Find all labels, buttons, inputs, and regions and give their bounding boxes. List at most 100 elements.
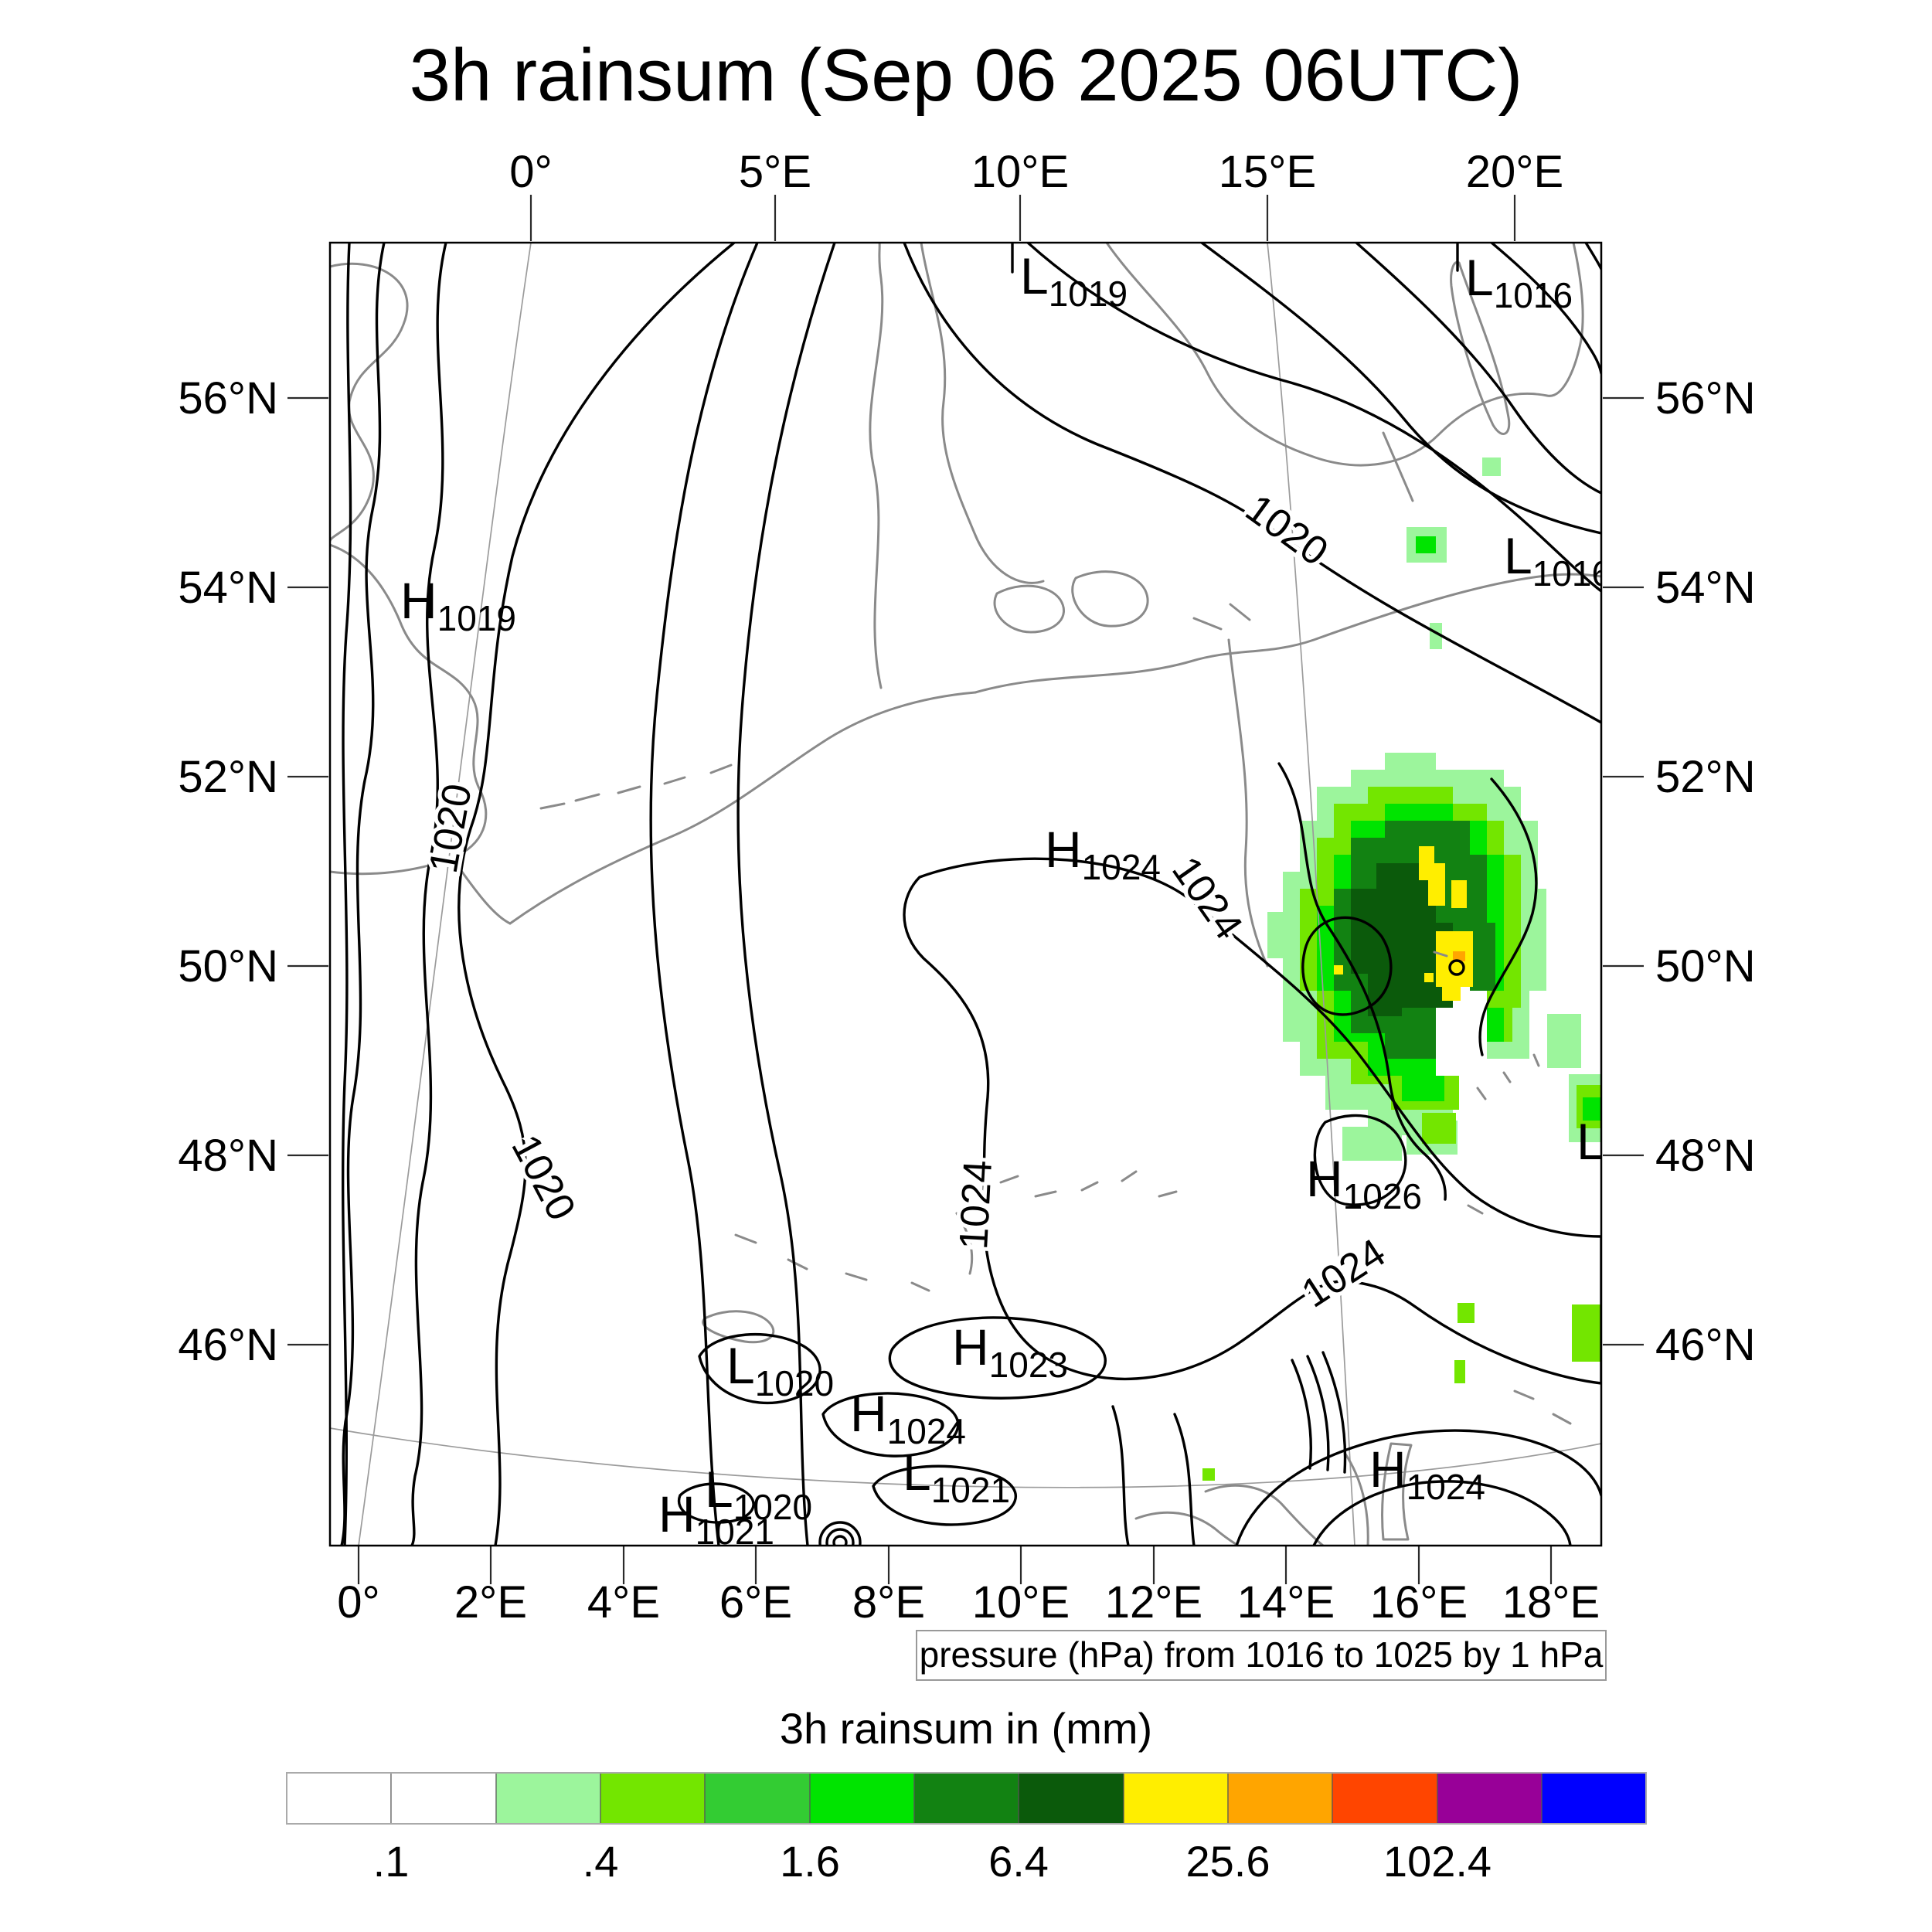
left-axis-labels: 56°N 54°N 52°N 50°N 48°N 46°N	[178, 373, 278, 1370]
graticule-line	[358, 243, 532, 1546]
rain-pixel	[1547, 1014, 1581, 1068]
rain-pixel	[1451, 880, 1467, 908]
coastline	[330, 262, 409, 543]
axis-label: 46°N	[1655, 1320, 1756, 1370]
axis-label: 14°E	[1237, 1577, 1335, 1628]
coastline	[1476, 1053, 1540, 1100]
pressure-contours	[340, 243, 1601, 1546]
contour-line	[821, 1392, 960, 1458]
rain-pixel	[1416, 536, 1436, 553]
rain-pixel	[1458, 1303, 1475, 1323]
contour-line	[649, 243, 759, 1546]
bottom-axis-ticks	[357, 1546, 1553, 1584]
coastline	[509, 691, 977, 925]
colorbar-tick-label: 25.6	[1186, 1837, 1270, 1886]
rain-pixel	[1334, 965, 1343, 975]
top-axis-labels: 0° 5°E 10°E 15°E 20°E	[509, 147, 1563, 197]
axis-label: 6°E	[719, 1577, 792, 1628]
rain-pixel	[1424, 973, 1434, 982]
colorbar-cell	[390, 1772, 497, 1825]
contour-line	[1026, 243, 1601, 593]
rain-pixel	[1402, 1076, 1444, 1101]
contour-line	[736, 243, 836, 1546]
axis-label: 20°E	[1466, 147, 1563, 197]
pressure-centre-labels: L1019 L1016 L1016 H1019 H1024 H1026 L L1…	[400, 247, 1611, 1546]
colorbar-cell	[1123, 1772, 1229, 1825]
contour-line	[1355, 243, 1601, 495]
colorbar-tick-label: 102.4	[1383, 1837, 1492, 1886]
top-axis-ticks	[529, 195, 1516, 241]
contour-line	[457, 243, 736, 1546]
colorbar-tick-label: 1.6	[780, 1837, 840, 1886]
caption-box: pressure (hPa) from 1016 to 1025 by 1 hP…	[916, 1630, 1607, 1681]
pressure-centre-label: L1019	[1020, 247, 1128, 314]
contour-value-label: 1020	[502, 1128, 584, 1227]
axis-label: 56°N	[178, 373, 278, 423]
rain-pixel	[1453, 951, 1465, 961]
coastline	[1192, 603, 1251, 631]
coastline	[1105, 243, 1584, 467]
contour-line	[1312, 1480, 1572, 1546]
contour-line	[1301, 916, 1393, 1016]
contour-line	[825, 1528, 855, 1546]
contour-line	[677, 1482, 755, 1524]
pressure-centre-label: H1026	[1306, 1150, 1422, 1216]
coastline	[1343, 1451, 1369, 1546]
axis-label: 10°E	[972, 1577, 1070, 1628]
axis-label: 46°N	[178, 1320, 278, 1370]
contour-line	[1584, 243, 1601, 270]
coastline	[1204, 1484, 1325, 1546]
coastline	[920, 243, 1045, 584]
contour-line	[832, 1535, 848, 1546]
coastline	[734, 1233, 930, 1292]
contour-line	[1313, 1114, 1407, 1206]
bottom-axis-labels: 0° 2°E 4°E 6°E 8°E 10°E 12°E 14°E 16°E 1…	[337, 1577, 1600, 1628]
left-axis-ticks	[287, 396, 328, 1346]
graticule-line	[330, 1427, 1601, 1488]
pressure-centre-label: L1016	[1504, 527, 1611, 594]
contour-line	[1173, 1413, 1196, 1546]
colorbar-cell	[1227, 1772, 1333, 1825]
graticule	[330, 243, 1601, 1546]
contour-line	[818, 1521, 862, 1546]
contour-line	[1321, 1351, 1347, 1474]
colorbar-cell	[1332, 1772, 1438, 1825]
axis-label: 0°	[509, 147, 552, 197]
contour-line	[1200, 243, 1601, 535]
axis-label: 48°N	[178, 1131, 278, 1181]
contour-value-label: 1024	[1294, 1230, 1393, 1317]
rain-pixel	[1482, 457, 1501, 476]
contour-line	[1306, 1355, 1330, 1471]
coastline	[539, 764, 733, 810]
caption-border	[916, 1630, 1607, 1681]
colorbar-tick-label: .1	[373, 1837, 410, 1886]
rain-pixel	[1368, 974, 1402, 1016]
contour-line	[1235, 1429, 1601, 1546]
axis-label: 10°E	[971, 147, 1069, 197]
colorbar-cell	[1541, 1772, 1647, 1825]
coastline	[1227, 638, 1269, 968]
axis-label: 50°N	[178, 941, 278, 992]
pressure-centre-label: H1023	[952, 1318, 1068, 1385]
pressure-centre-label: L	[1577, 1113, 1605, 1170]
contour-line	[410, 243, 447, 1546]
axis-label: 56°N	[1655, 373, 1756, 423]
colorbar-cell	[704, 1772, 811, 1825]
axis-label: 15°E	[1219, 147, 1316, 197]
rain-pixel	[1470, 923, 1495, 991]
pressure-centre-label: L1020	[726, 1337, 834, 1403]
axis-label: 16°E	[1370, 1577, 1468, 1628]
contour-line	[698, 1333, 821, 1405]
pressure-centre-label: H1024	[1045, 821, 1161, 887]
rain-pixel	[1422, 1113, 1456, 1144]
rain-pixel	[1487, 1008, 1504, 1042]
rain-layer-orange	[1453, 951, 1465, 961]
coastline	[330, 543, 488, 876]
rain-pixel	[1572, 1304, 1601, 1362]
graticule-line	[1267, 243, 1355, 1546]
colorbar-cell	[913, 1772, 1019, 1825]
colorbar-labels: .1 .4 1.6 6.4 25.6 102.4	[373, 1837, 1492, 1886]
coastline	[1071, 570, 1149, 628]
